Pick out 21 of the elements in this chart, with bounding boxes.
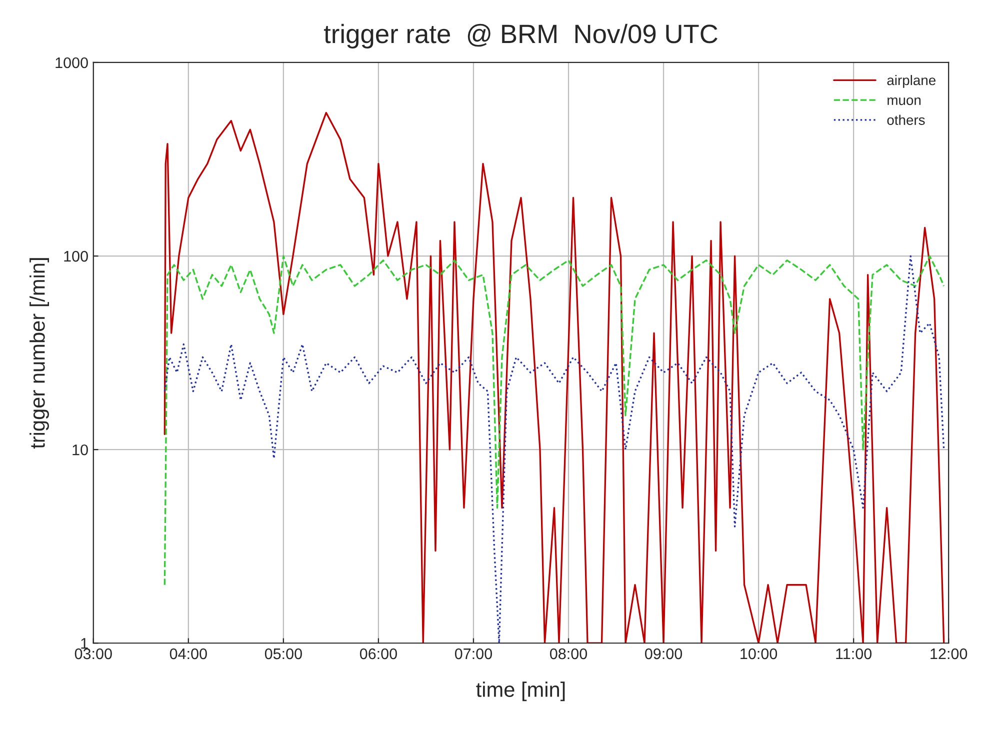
x-tick-label: 10:00 [740, 648, 778, 660]
legend-label: airplane [887, 74, 936, 88]
x-tick-label: 08:00 [550, 648, 588, 660]
y-axis-title: trigger number [/min] [30, 258, 49, 449]
legend-label: muon [888, 97, 921, 106]
x-tick-label: 05:00 [264, 648, 302, 660]
line-series [164, 112, 945, 644]
y-tick-label: 10 [72, 444, 88, 456]
legend-label: others [887, 114, 925, 125]
chart-title: trigger rate @ BRM Nov/09 UTC [324, 24, 718, 49]
x-tick-label: 12:00 [930, 648, 968, 660]
y-tick-label: 100 [64, 250, 88, 262]
x-tick-label: 04:00 [170, 648, 207, 660]
x-tick-label: 11:00 [836, 648, 872, 660]
y-tick-label: 1000 [56, 57, 88, 68]
y-tick-label: 1 [81, 638, 88, 649]
x-tick-label: 07:00 [454, 648, 492, 660]
x-tick-label: 09:00 [645, 648, 682, 660]
x-tick-label: 03:00 [74, 648, 112, 660]
x-tick-label: 06:00 [360, 648, 397, 660]
x-axis-title: time [min] [476, 682, 565, 702]
